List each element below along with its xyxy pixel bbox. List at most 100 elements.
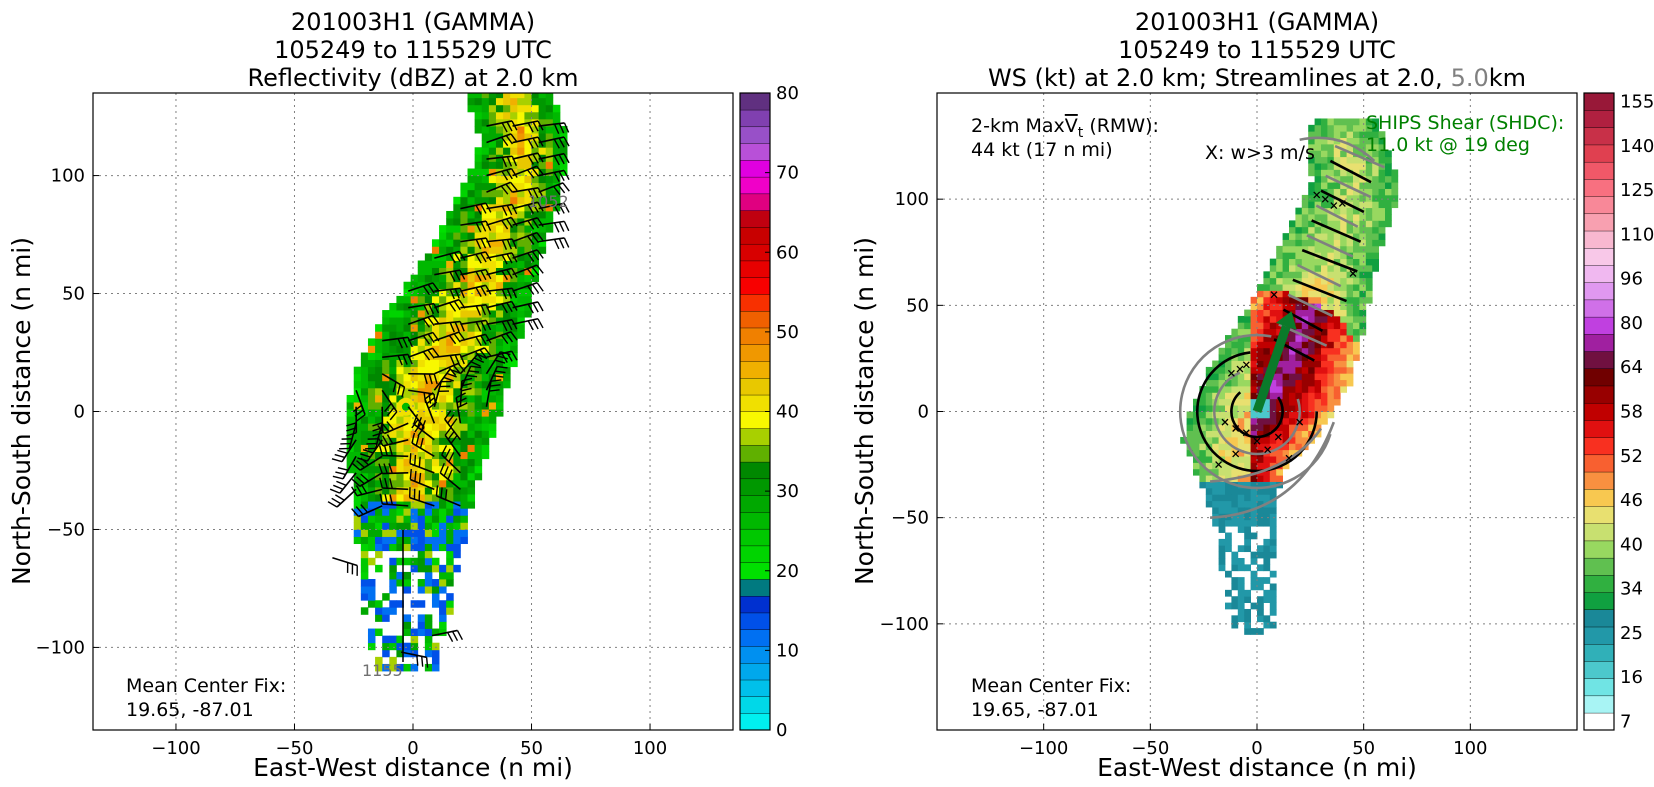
wind-barb xyxy=(434,287,465,300)
windspeed-cell xyxy=(1391,194,1399,202)
windspeed-cell xyxy=(1346,296,1354,304)
colorbar-tick-label: 40 xyxy=(1620,534,1643,555)
reflectivity-cell xyxy=(431,239,440,247)
reflectivity-cell xyxy=(467,373,476,382)
windspeed-cell xyxy=(1372,163,1379,170)
left-xtick-label: −50 xyxy=(275,738,313,759)
windspeed-cell xyxy=(1385,175,1392,183)
windspeed-cell xyxy=(1353,137,1360,145)
reflectivity-cell xyxy=(439,621,447,629)
windspeed-cell xyxy=(1321,252,1328,260)
reflectivity-cell xyxy=(403,614,412,622)
windspeed-cell xyxy=(1244,315,1251,323)
reflectivity-cell xyxy=(467,324,476,332)
windspeed-cell xyxy=(1321,360,1328,368)
reflectivity-cell xyxy=(474,93,483,99)
reflectivity-cell xyxy=(346,402,355,410)
windspeed-cell xyxy=(1340,315,1347,323)
wind-barb xyxy=(460,284,492,297)
windspeed-cell xyxy=(1193,430,1200,438)
windspeed-cell xyxy=(1289,411,1296,419)
reflectivity-cell xyxy=(474,111,483,120)
reflectivity-cell xyxy=(474,118,483,127)
reflectivity-cell xyxy=(439,253,447,261)
reflectivity-cell xyxy=(403,373,412,382)
reflectivity-cell xyxy=(510,281,518,290)
reflectivity-cell xyxy=(538,182,547,191)
windspeed-cell xyxy=(1365,226,1373,234)
windspeed-cell xyxy=(1263,545,1271,553)
windspeed-cell xyxy=(1340,245,1347,253)
reflectivity-cell xyxy=(431,564,440,573)
windspeed-cell xyxy=(1359,264,1367,272)
windspeed-cell xyxy=(1353,290,1360,298)
windspeed-cell xyxy=(1199,417,1207,425)
reflectivity-cell xyxy=(396,663,404,672)
reflectivity-cell xyxy=(382,458,390,467)
reflectivity-cell xyxy=(446,472,454,481)
wind-barb xyxy=(409,469,435,491)
updraft-marker xyxy=(1338,199,1346,207)
reflectivity-cell xyxy=(559,147,568,155)
right-mean-center-label: Mean Center Fix: xyxy=(971,675,1131,697)
reflectivity-cell xyxy=(417,579,426,587)
colorbar-swatch xyxy=(739,159,771,178)
reflectivity-cell xyxy=(481,380,490,389)
reflectivity-cell xyxy=(524,267,532,276)
reflectivity-cell xyxy=(403,281,412,290)
windspeed-cell xyxy=(1276,436,1283,444)
windspeed-cell xyxy=(1333,341,1341,349)
reflectivity-cell xyxy=(396,416,404,424)
windspeed-cell xyxy=(1321,347,1328,355)
reflectivity-cell xyxy=(446,557,454,566)
windspeed-cell xyxy=(1378,182,1386,189)
reflectivity-cell xyxy=(396,515,404,523)
windspeed-cell xyxy=(1276,252,1283,260)
windspeed-cell xyxy=(1327,360,1335,368)
reflectivity-cell xyxy=(488,118,497,127)
reflectivity-cell xyxy=(446,317,454,325)
reflectivity-cell xyxy=(424,472,433,481)
windspeed-cell xyxy=(1353,335,1360,342)
reflectivity-cell xyxy=(495,274,504,283)
windspeed-cell xyxy=(1385,207,1392,215)
windspeed-cell xyxy=(1308,347,1315,355)
windspeed-cell xyxy=(1353,188,1360,196)
windspeed-cell xyxy=(1346,137,1354,145)
updraft-marker xyxy=(1236,365,1244,373)
windspeed-cell xyxy=(1301,214,1309,221)
reflectivity-cell xyxy=(545,168,554,176)
windspeed-cell xyxy=(1301,360,1309,368)
right-title-5km: 5.0 xyxy=(1451,64,1489,92)
reflectivity-cell xyxy=(503,324,511,332)
windspeed-cell xyxy=(1276,411,1283,419)
windspeed-cell xyxy=(1269,322,1277,330)
windspeed-cell xyxy=(1314,169,1322,177)
reflectivity-cell xyxy=(446,310,454,318)
windspeed-cell xyxy=(1225,347,1232,355)
updraft-marker xyxy=(1330,202,1338,209)
windspeed-cell xyxy=(1346,360,1354,368)
windspeed-cell xyxy=(1295,424,1303,432)
windspeed-cell xyxy=(1372,264,1379,272)
reflectivity-cell xyxy=(431,274,440,283)
windspeed-cell xyxy=(1257,296,1264,304)
reflectivity-cell xyxy=(382,515,390,523)
windspeed-cell xyxy=(1250,360,1258,368)
windspeed-cell xyxy=(1244,628,1251,635)
reflectivity-cell xyxy=(467,479,476,488)
reflectivity-cell xyxy=(375,437,383,445)
reflectivity-cell xyxy=(467,359,476,368)
reflectivity-cell xyxy=(396,600,404,608)
reflectivity-cell xyxy=(431,649,440,658)
windspeed-cell xyxy=(1365,277,1373,285)
reflectivity-cell xyxy=(453,239,461,247)
reflectivity-cell xyxy=(453,479,461,488)
reflectivity-cell xyxy=(410,508,419,516)
reflectivity-cell xyxy=(424,274,433,283)
colorbar-swatch xyxy=(1583,626,1615,645)
colorbar-swatch xyxy=(739,260,771,278)
colorbar-swatch xyxy=(739,143,771,161)
reflectivity-cell xyxy=(467,253,476,261)
wind-barb xyxy=(460,319,492,332)
